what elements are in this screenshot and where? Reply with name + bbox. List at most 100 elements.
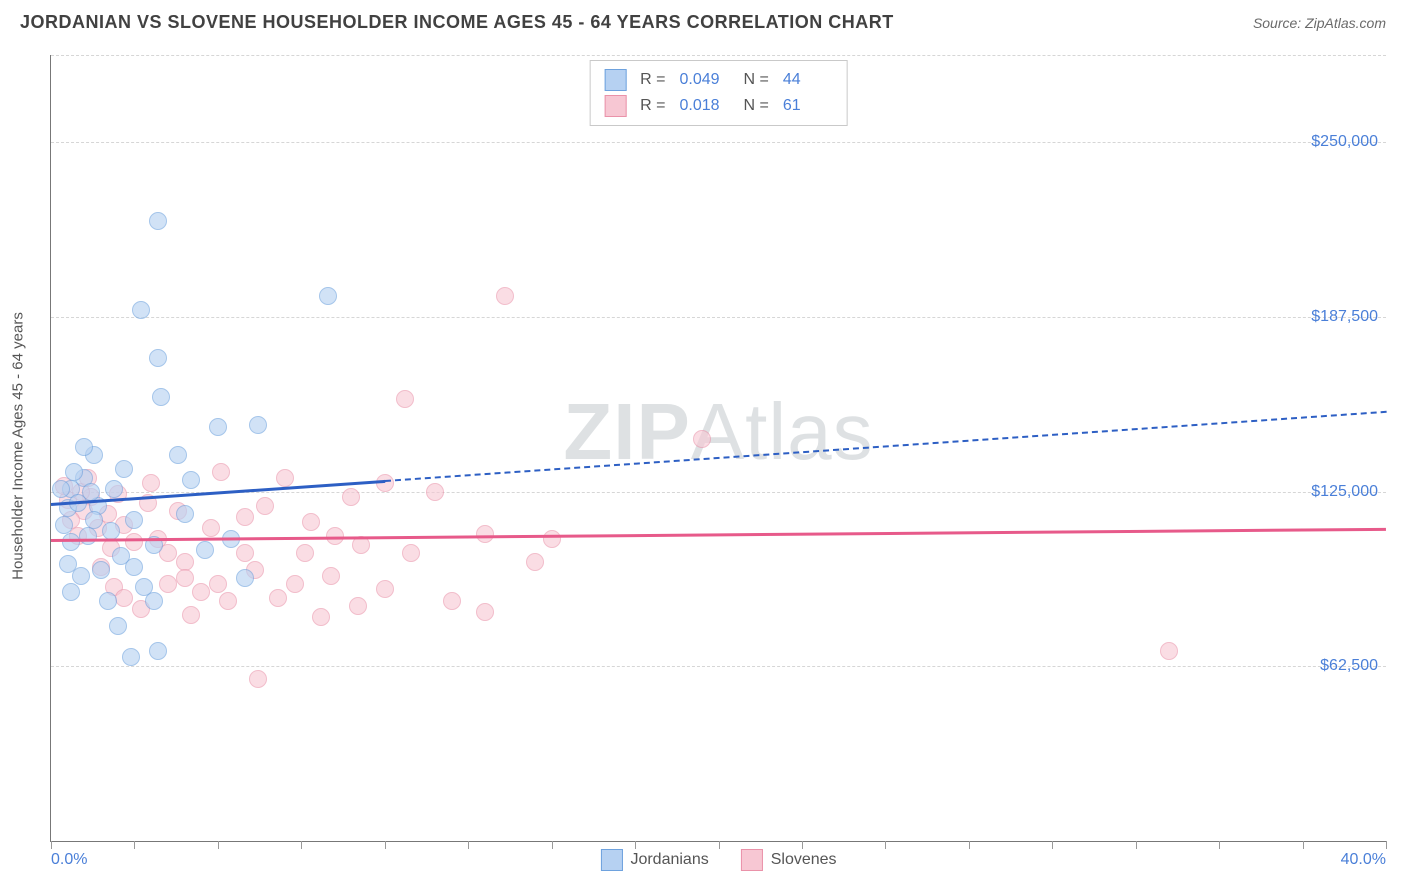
scatter-point-slovene xyxy=(182,606,200,624)
r-value: 0.049 xyxy=(680,71,730,89)
scatter-point-jordanian xyxy=(125,511,143,529)
n-label: N = xyxy=(744,71,769,89)
scatter-chart: ZIPAtlas R = 0.049 N = 44 R = 0.018 N = … xyxy=(50,55,1386,842)
scatter-point-jordanian xyxy=(75,438,93,456)
scatter-point-slovene xyxy=(376,580,394,598)
scatter-point-slovene xyxy=(402,544,420,562)
scatter-point-slovene xyxy=(312,608,330,626)
x-tick xyxy=(468,841,469,849)
scatter-point-jordanian xyxy=(79,527,97,545)
y-tick-label: $250,000 xyxy=(1311,133,1378,151)
scatter-point-slovene xyxy=(176,569,194,587)
r-value: 0.018 xyxy=(680,97,730,115)
legend-item-slovene: Slovenes xyxy=(741,849,837,871)
scatter-point-jordanian xyxy=(122,648,140,666)
scatter-point-jordanian xyxy=(65,463,83,481)
x-axis-min-label: 0.0% xyxy=(51,851,87,869)
x-tick xyxy=(134,841,135,849)
scatter-point-jordanian xyxy=(149,212,167,230)
x-tick xyxy=(1219,841,1220,849)
scatter-point-slovene xyxy=(693,430,711,448)
x-tick xyxy=(1052,841,1053,849)
scatter-point-slovene xyxy=(476,525,494,543)
scatter-point-slovene xyxy=(159,575,177,593)
scatter-point-slovene xyxy=(176,553,194,571)
stats-legend-box: R = 0.049 N = 44 R = 0.018 N = 61 xyxy=(589,60,848,126)
scatter-point-slovene xyxy=(236,544,254,562)
scatter-point-slovene xyxy=(476,603,494,621)
scatter-point-jordanian xyxy=(125,558,143,576)
scatter-point-slovene xyxy=(219,592,237,610)
x-tick xyxy=(635,841,636,849)
scatter-point-slovene xyxy=(526,553,544,571)
gridline xyxy=(51,142,1386,143)
scatter-point-jordanian xyxy=(55,516,73,534)
scatter-point-jordanian xyxy=(82,483,100,501)
scatter-point-slovene xyxy=(192,583,210,601)
x-tick xyxy=(802,841,803,849)
scatter-point-jordanian xyxy=(109,617,127,635)
scatter-point-slovene xyxy=(115,589,133,607)
x-tick xyxy=(719,841,720,849)
r-label: R = xyxy=(640,97,665,115)
x-tick xyxy=(969,841,970,849)
scatter-point-slovene xyxy=(236,508,254,526)
legend-label: Slovenes xyxy=(771,851,837,869)
y-tick-label: $62,500 xyxy=(1320,657,1378,675)
scatter-point-jordanian xyxy=(62,533,80,551)
scatter-point-jordanian xyxy=(236,569,254,587)
y-tick-label: $187,500 xyxy=(1311,308,1378,326)
x-tick xyxy=(552,841,553,849)
series-legend: Jordanians Slovenes xyxy=(600,849,836,871)
scatter-point-slovene xyxy=(302,513,320,531)
scatter-point-slovene xyxy=(269,589,287,607)
x-tick xyxy=(1136,841,1137,849)
scatter-point-slovene xyxy=(276,469,294,487)
scatter-point-slovene xyxy=(322,567,340,585)
trend-line xyxy=(51,480,385,506)
scatter-point-slovene xyxy=(125,533,143,551)
scatter-point-jordanian xyxy=(92,561,110,579)
x-tick xyxy=(301,841,302,849)
scatter-point-slovene xyxy=(426,483,444,501)
x-tick xyxy=(51,841,52,849)
scatter-point-jordanian xyxy=(182,471,200,489)
scatter-point-slovene xyxy=(496,287,514,305)
r-label: R = xyxy=(640,71,665,89)
scatter-point-slovene xyxy=(443,592,461,610)
scatter-point-jordanian xyxy=(176,505,194,523)
scatter-point-slovene xyxy=(209,575,227,593)
scatter-point-slovene xyxy=(349,597,367,615)
n-value: 44 xyxy=(783,71,833,89)
scatter-point-jordanian xyxy=(169,446,187,464)
x-tick xyxy=(1303,841,1304,849)
chart-title: JORDANIAN VS SLOVENE HOUSEHOLDER INCOME … xyxy=(20,12,894,33)
x-tick xyxy=(218,841,219,849)
scatter-point-slovene xyxy=(396,390,414,408)
scatter-point-slovene xyxy=(1160,642,1178,660)
gridline xyxy=(51,666,1386,667)
scatter-point-slovene xyxy=(256,497,274,515)
x-tick xyxy=(385,841,386,849)
scatter-point-slovene xyxy=(202,519,220,537)
x-tick xyxy=(885,841,886,849)
scatter-point-jordanian xyxy=(102,522,120,540)
scatter-point-jordanian xyxy=(196,541,214,559)
x-tick xyxy=(1386,841,1387,849)
scatter-point-jordanian xyxy=(249,416,267,434)
y-axis-title: Householder Income Ages 45 - 64 years xyxy=(10,312,27,580)
swatch-icon xyxy=(604,69,626,91)
scatter-point-jordanian xyxy=(152,388,170,406)
scatter-point-jordanian xyxy=(62,583,80,601)
scatter-point-slovene xyxy=(296,544,314,562)
swatch-icon xyxy=(741,849,763,871)
swatch-icon xyxy=(600,849,622,871)
scatter-point-jordanian xyxy=(149,349,167,367)
trend-line xyxy=(385,411,1386,482)
scatter-point-jordanian xyxy=(149,642,167,660)
scatter-point-jordanian xyxy=(72,567,90,585)
scatter-point-slovene xyxy=(286,575,304,593)
gridline xyxy=(51,317,1386,318)
y-tick-label: $125,000 xyxy=(1311,483,1378,501)
n-value: 61 xyxy=(783,97,833,115)
